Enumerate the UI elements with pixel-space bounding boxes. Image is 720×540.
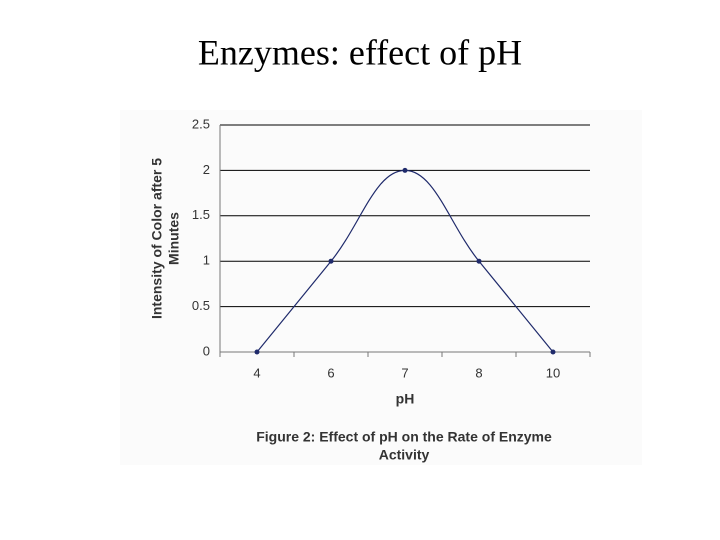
y-tick-label: 1 (203, 253, 210, 268)
x-tick-label: 6 (327, 365, 334, 380)
caption: Figure 2: Effect of pH on the Rate of En… (256, 429, 552, 445)
x-tick-label: 7 (401, 365, 408, 380)
slide-title: Enzymes: effect of pH (198, 32, 522, 72)
x-tick-label: 4 (253, 365, 260, 380)
y-tick-label: 2 (203, 162, 210, 177)
y-tick-label: 1.5 (192, 207, 210, 222)
y-axis-label: Intensity of Color after 5 (149, 158, 165, 319)
x-axis-label: pH (396, 391, 415, 407)
x-tick-label: 8 (475, 365, 482, 380)
x-tick-label: 10 (546, 365, 560, 380)
data-point (550, 349, 556, 355)
data-point (254, 349, 260, 355)
y-tick-label: 0.5 (192, 298, 210, 313)
y-tick-label: 2.5 (192, 116, 210, 131)
caption: Activity (379, 447, 430, 463)
data-point (328, 258, 334, 264)
data-point (476, 258, 482, 264)
y-axis-label: Minutes (166, 212, 182, 265)
chart-background (120, 110, 642, 465)
data-point (402, 167, 408, 173)
y-tick-label: 0 (203, 343, 210, 358)
